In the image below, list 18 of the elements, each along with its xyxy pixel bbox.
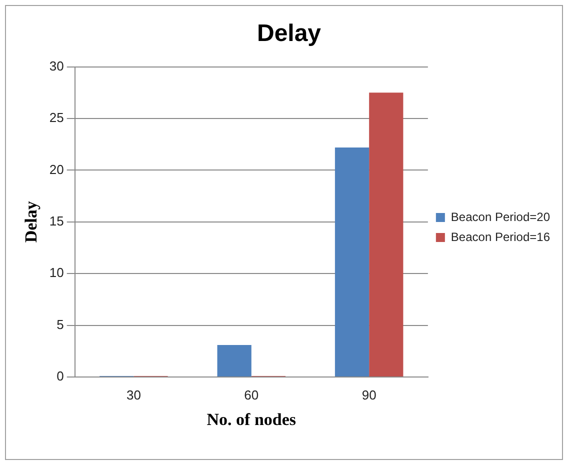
bar <box>217 344 252 376</box>
bar <box>334 147 370 376</box>
legend-label: Beacon Period=20 <box>450 210 550 224</box>
y-tick-label: 15 <box>49 213 64 228</box>
y-tick-label: 5 <box>56 316 64 332</box>
x-tick-label: 60 <box>244 387 259 402</box>
y-tick-label: 20 <box>49 162 64 177</box>
chart-title: Delay <box>256 20 322 48</box>
y-tick-label: 25 <box>49 110 64 126</box>
x-axis-title: No. of nodes <box>206 410 296 430</box>
x-tick-label: 30 <box>126 387 141 402</box>
y-tick-label: 10 <box>49 265 64 280</box>
y-axis-title: Delay <box>22 200 41 243</box>
x-tick-label: 90 <box>362 387 376 402</box>
bar <box>369 92 404 376</box>
legend-label: Beacon Period=16 <box>450 230 550 244</box>
y-tick-label: 0 <box>56 368 64 384</box>
y-tick-label: 30 <box>49 58 64 74</box>
